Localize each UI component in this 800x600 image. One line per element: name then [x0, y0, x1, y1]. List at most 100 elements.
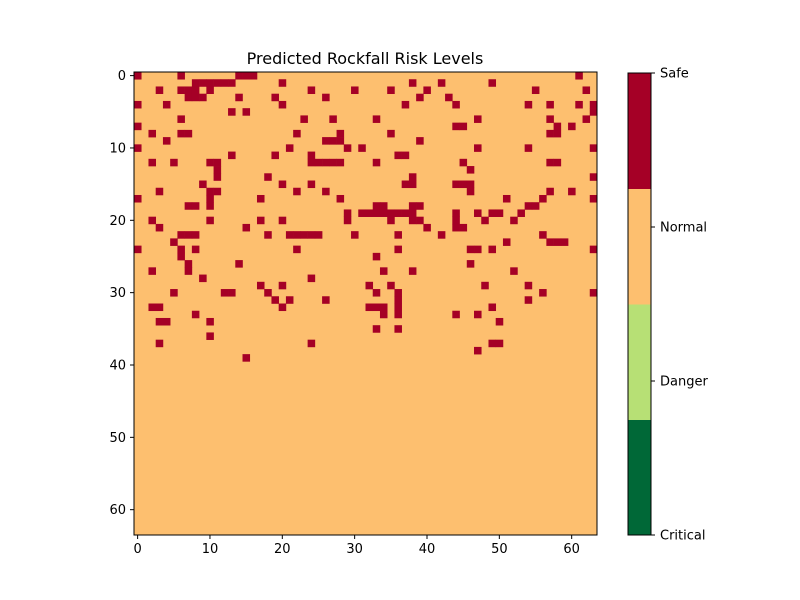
colorbar-segment — [628, 73, 651, 189]
heatmap-cell — [365, 281, 374, 290]
heatmap-cell — [206, 158, 214, 167]
heatmap-cell — [452, 310, 460, 319]
heatmap-cell — [228, 79, 236, 87]
heatmap-cell — [184, 267, 193, 275]
heatmap-cell — [184, 129, 193, 138]
heatmap-cell — [134, 122, 142, 131]
heatmap-cell — [343, 216, 352, 225]
heatmap-cell — [379, 202, 388, 210]
heatmap-cell — [307, 274, 316, 283]
heatmap-cell — [379, 310, 388, 319]
heatmap-cell — [184, 260, 193, 268]
heatmap-cell — [177, 231, 185, 239]
heatmap-cell — [408, 202, 417, 210]
heatmap-cell — [184, 231, 193, 239]
heatmap-cell — [539, 289, 547, 297]
heatmap-cell — [459, 158, 468, 167]
heatmap-cell — [387, 129, 395, 138]
heatmap-cell — [408, 267, 417, 275]
heatmap-cell — [387, 281, 395, 290]
heatmap-cell — [206, 332, 214, 340]
heatmap-cell — [264, 231, 272, 239]
heatmap-cell — [488, 339, 497, 348]
heatmap-cell — [314, 231, 323, 239]
heatmap-cell — [351, 86, 359, 95]
heatmap-cell — [191, 93, 200, 102]
heatmap-cell — [228, 108, 236, 116]
x-tick-label: 50 — [491, 542, 508, 557]
colorbar-segment — [628, 419, 651, 536]
heatmap-cell — [322, 296, 330, 304]
heatmap-cell — [177, 252, 185, 261]
heatmap-cell — [387, 216, 395, 225]
heatmap-cell — [372, 158, 381, 167]
heatmap-cell — [423, 223, 431, 232]
heatmap-cell — [293, 245, 301, 254]
heatmap-cell — [589, 194, 598, 203]
heatmap-cell — [134, 72, 142, 80]
y-tick-label: 50 — [109, 431, 126, 446]
heatmap-cell — [408, 180, 417, 189]
heatmap-cell — [416, 202, 424, 210]
x-tick-label: 30 — [346, 542, 363, 557]
heatmap-cell — [242, 354, 251, 362]
heatmap-cell — [437, 79, 446, 87]
heatmap-cell — [531, 202, 540, 210]
heatmap-cell — [474, 209, 482, 217]
heatmap-cell — [372, 303, 381, 312]
heatmap-cell — [278, 216, 287, 225]
heatmap-cell — [329, 137, 337, 145]
heatmap-cell — [228, 151, 236, 160]
heatmap-cell — [459, 122, 468, 131]
heatmap-cell — [256, 281, 265, 290]
heatmap-cell — [452, 209, 460, 217]
heatmap-cell — [155, 223, 164, 232]
heatmap-cell — [271, 151, 279, 160]
heatmap-cell — [293, 187, 301, 196]
y-tick-label: 40 — [109, 358, 126, 373]
x-tick-label: 10 — [202, 542, 219, 557]
heatmap-cell — [488, 209, 497, 217]
heatmap-cell — [546, 158, 554, 167]
heatmap-cell — [336, 137, 345, 145]
heatmap-cell — [401, 151, 410, 160]
heatmap-cell — [199, 79, 207, 87]
heatmap-cell — [524, 296, 533, 304]
x-tick-label: 40 — [419, 542, 436, 557]
heatmap-cell — [560, 238, 569, 246]
heatmap-cell — [437, 231, 446, 239]
heatmap-cell — [365, 209, 374, 217]
heatmap-cell — [278, 281, 287, 290]
heatmap-cells — [134, 72, 598, 535]
heatmap-cell — [452, 223, 460, 232]
heatmap-cell — [191, 202, 200, 210]
heatmap-cell — [372, 252, 381, 261]
heatmap-cell — [495, 317, 504, 326]
heatmap-cell — [235, 260, 243, 268]
heatmap-cell — [474, 115, 482, 123]
colorbar-segment — [628, 304, 651, 420]
heatmap-cell — [206, 317, 214, 326]
heatmap-cell — [184, 202, 193, 210]
heatmap-cell — [322, 93, 330, 102]
heatmap-cell — [278, 180, 287, 189]
heatmap-cell — [170, 238, 178, 246]
heatmap-cell — [343, 209, 352, 217]
y-tick-label: 30 — [109, 286, 126, 301]
heatmap-cell — [191, 86, 200, 95]
heatmap-cell — [575, 100, 583, 109]
heatmap-cell — [394, 289, 402, 297]
heatmap-cell — [416, 137, 424, 145]
heatmap-cell — [162, 317, 171, 326]
heatmap-cell — [271, 93, 279, 102]
heatmap-cell — [358, 144, 366, 152]
heatmap-cell — [517, 209, 525, 217]
heatmap-cell — [589, 144, 598, 152]
heatmap-cell — [322, 187, 330, 196]
heatmap-cell — [170, 289, 178, 297]
heatmap-cell — [495, 339, 504, 348]
heatmap-cell — [191, 79, 200, 87]
heatmap-cell — [582, 115, 591, 123]
heatmap-cell — [206, 79, 214, 87]
heatmap-cell — [408, 173, 417, 181]
